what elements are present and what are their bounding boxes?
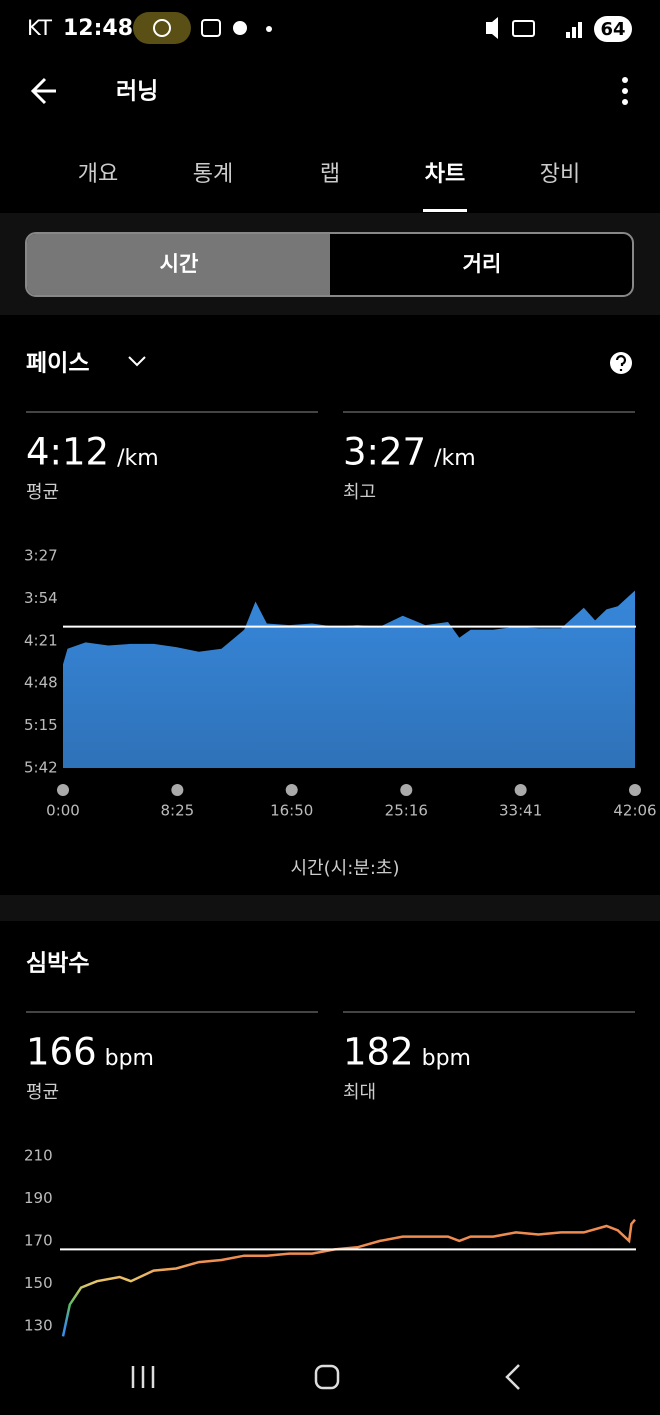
x-tick-label: 0:00 xyxy=(46,802,80,820)
section-title: 페이스 xyxy=(26,351,89,377)
section-title: 심박수 xyxy=(26,951,89,977)
hd-icon xyxy=(512,20,535,37)
stat-unit: bpm xyxy=(422,1046,471,1071)
tab[interactable]: 랩 xyxy=(320,162,340,187)
y-tick-label: 5:15 xyxy=(24,716,58,734)
x-tick-label: 33:41 xyxy=(499,802,542,820)
tab[interactable]: 장비 xyxy=(540,162,580,187)
x-tick-label: 42:06 xyxy=(613,802,656,820)
more-button[interactable] xyxy=(622,77,628,105)
y-tick-label: 5:42 xyxy=(24,759,58,777)
x-tick-dot xyxy=(285,784,298,796)
chart: 3:27 3:54 4:21 4:48 5:15 5:42 0:00 8:25 16:50 25:… xyxy=(24,547,657,880)
stat-unit: /km xyxy=(117,446,159,471)
stat-label: 최고 xyxy=(343,482,376,503)
toggle-selected xyxy=(27,234,330,295)
battery xyxy=(594,16,632,42)
stat-unit: /km xyxy=(434,446,476,471)
help-glyph xyxy=(615,355,627,371)
nav-bar xyxy=(0,1340,660,1415)
status-icon xyxy=(233,21,247,35)
back-button[interactable] xyxy=(30,77,56,105)
stat-value: 166 xyxy=(26,1031,97,1074)
record-icon xyxy=(153,19,171,37)
x-tick-dot xyxy=(400,784,413,796)
x-tick-label: 25:16 xyxy=(385,802,428,820)
tab[interactable]: 개요 xyxy=(78,162,118,187)
y-tick-label: 4:48 xyxy=(24,674,58,692)
recents-button[interactable] xyxy=(131,1366,155,1388)
y-tick-label: 210 xyxy=(24,1147,53,1165)
x-tick-label: 16:50 xyxy=(270,802,313,820)
pace-area xyxy=(63,590,635,768)
recording-pill xyxy=(133,12,191,44)
chart: 130 150 170 190 210 xyxy=(24,1147,636,1337)
y-tick-label: 4:21 xyxy=(24,631,58,649)
tabs: 개요 통계 랩 차트 장비 xyxy=(78,162,580,212)
y-tick-label: 3:27 xyxy=(24,547,58,565)
y-tick-label: 170 xyxy=(24,1231,53,1249)
stat-label: 평균 xyxy=(26,1082,59,1103)
heart-rate-line xyxy=(61,1218,636,1337)
clock: 12:48 xyxy=(63,16,133,41)
status-icon xyxy=(201,19,221,37)
y-tick-label: 130 xyxy=(24,1316,53,1334)
section-separator xyxy=(0,895,660,921)
mute-icon xyxy=(486,17,498,39)
dropdown-icon[interactable] xyxy=(128,356,146,367)
battery-level: 64 xyxy=(600,19,625,40)
x-tick-label: 8:25 xyxy=(161,802,195,820)
stat-label: 평균 xyxy=(26,482,59,503)
x-axis-title: 시간(시:분:초) xyxy=(291,858,400,879)
x-tick-dot xyxy=(57,784,69,796)
home-button[interactable] xyxy=(314,1364,340,1390)
tab[interactable]: 차트 xyxy=(425,162,465,187)
x-tick-dot xyxy=(514,784,527,796)
stat-label: 최대 xyxy=(343,1082,376,1103)
tab[interactable]: 통계 xyxy=(193,162,233,187)
signal-icon xyxy=(566,22,582,38)
stat-value: 182 xyxy=(343,1031,414,1074)
toggle-option[interactable]: 시간 xyxy=(160,252,199,276)
x-tick-dot xyxy=(629,784,641,796)
y-tick-label: 150 xyxy=(24,1274,53,1292)
y-tick-label: 3:54 xyxy=(24,589,58,607)
status-dot xyxy=(266,26,272,32)
stat-value: 4:12 xyxy=(26,431,109,474)
tab-indicator xyxy=(423,209,467,212)
stat-unit: bpm xyxy=(105,1046,154,1071)
stat-value: 3:27 xyxy=(343,431,426,474)
y-tick-label: 190 xyxy=(24,1189,53,1207)
help-icon[interactable] xyxy=(610,352,632,374)
toggle-options: 시간 거리 xyxy=(27,234,501,295)
page-title: 러닝 xyxy=(116,79,158,105)
back-nav-button[interactable] xyxy=(505,1364,520,1390)
toggle-option[interactable]: 거리 xyxy=(463,252,502,276)
carrier: KT xyxy=(27,16,52,40)
x-tick-dot xyxy=(171,784,184,796)
